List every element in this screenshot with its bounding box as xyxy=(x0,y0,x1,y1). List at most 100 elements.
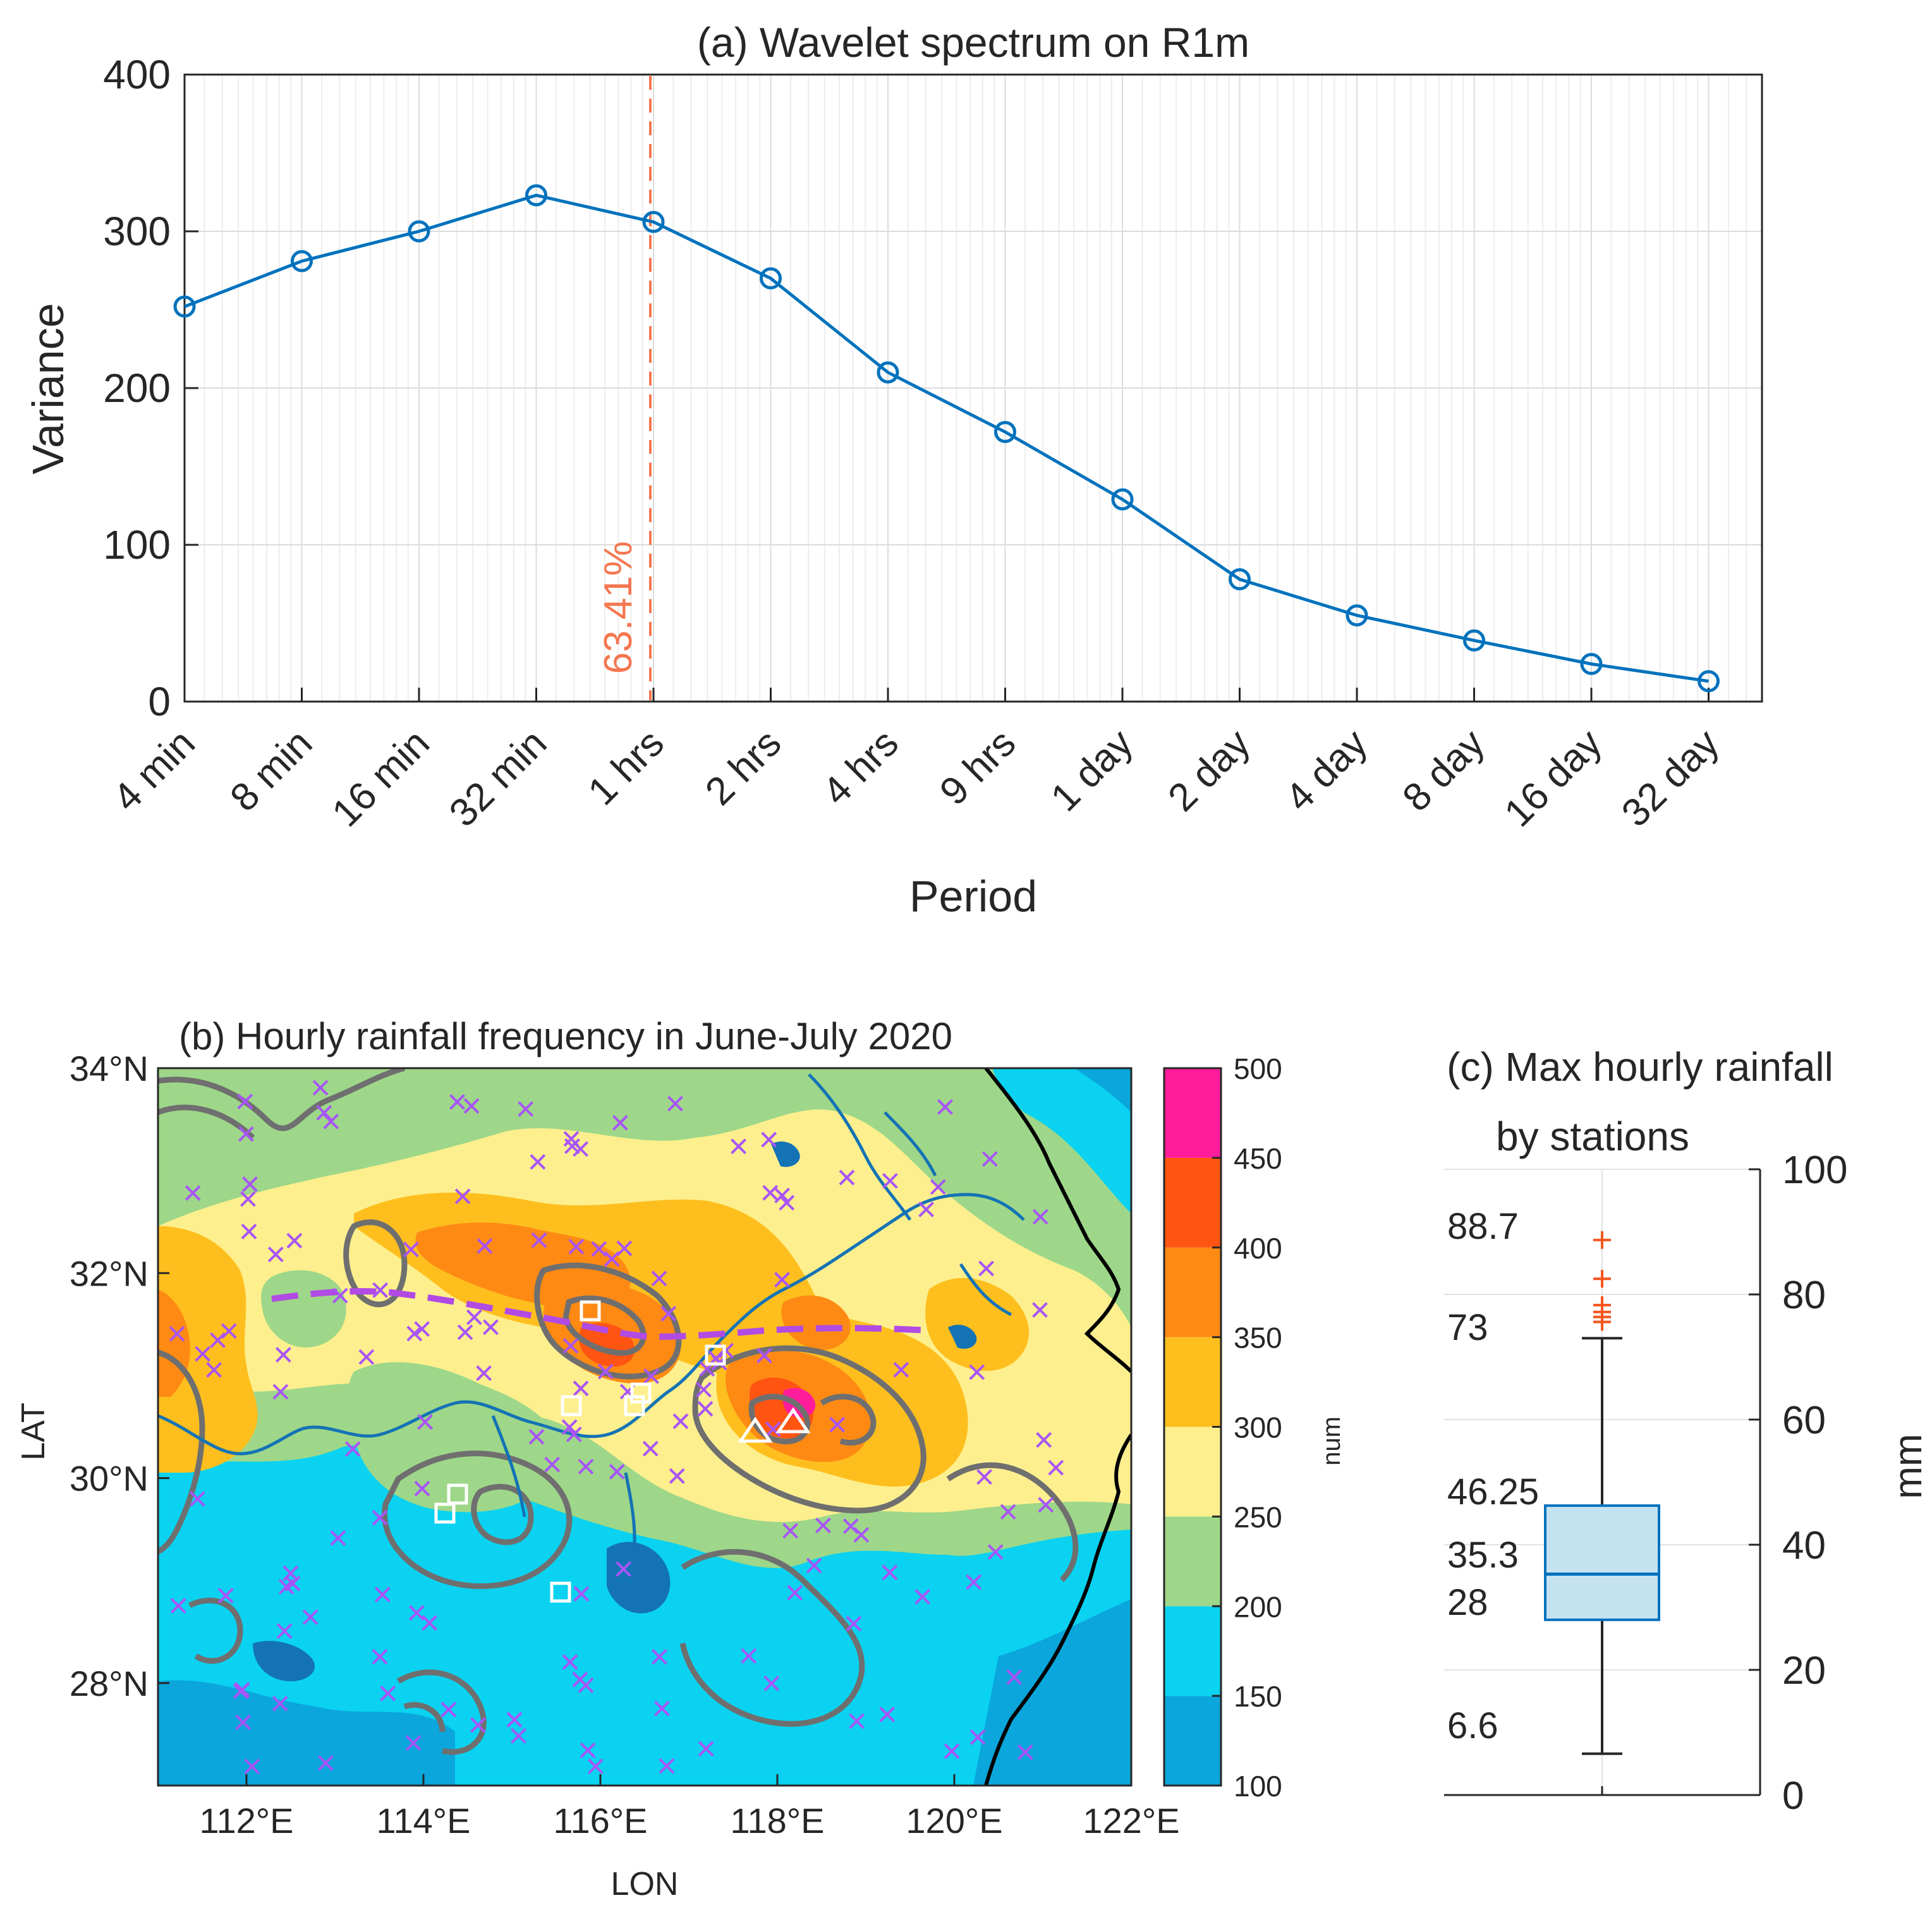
station-marker xyxy=(839,1169,855,1186)
station-marker xyxy=(969,1364,985,1380)
variance-data-point xyxy=(291,250,313,272)
front-line xyxy=(271,1288,930,1341)
station-marker xyxy=(302,1609,319,1625)
station-marker xyxy=(206,1361,222,1378)
station-marker xyxy=(1038,1497,1054,1513)
mm-tick-label: 80 xyxy=(1782,1274,1826,1317)
station-marker xyxy=(654,1700,670,1717)
lat-tick-label: 30°N xyxy=(70,1459,149,1499)
station-marker xyxy=(779,1195,795,1211)
station-marker xyxy=(937,1099,953,1115)
station-marker xyxy=(879,1707,896,1722)
station-marker xyxy=(774,1187,791,1203)
station-marker xyxy=(741,1648,757,1664)
colorbar-tick-label: 200 xyxy=(1234,1590,1282,1623)
station-marker xyxy=(806,1557,822,1574)
station-marker xyxy=(372,1648,388,1665)
variance-data-point xyxy=(1229,568,1251,591)
lon-tick-label: 112°E xyxy=(199,1801,293,1841)
lat-tick-label: 32°N xyxy=(70,1253,149,1293)
station-marker xyxy=(330,1530,346,1546)
colorbar: 100 150 200 250 300 350 400 450 500 xyxy=(1163,1052,1282,1803)
variance-data-point xyxy=(1111,488,1134,511)
station-marker xyxy=(449,1094,465,1110)
x-tick-label: 8 min xyxy=(222,721,320,820)
x-tick-label: 1 day xyxy=(1043,721,1141,820)
station-marker xyxy=(317,1755,334,1771)
station-marker xyxy=(531,1232,547,1248)
station-marker xyxy=(417,1414,433,1430)
variance-data-point xyxy=(642,210,665,233)
highlight-station-markers xyxy=(434,1300,811,1603)
x-tick-label: 4 hrs xyxy=(815,721,907,813)
station-marker xyxy=(276,1623,293,1640)
colorbar-segment xyxy=(1164,1337,1221,1427)
station-marker xyxy=(457,1324,473,1341)
colorbar-segment xyxy=(1164,1427,1221,1517)
station-marker xyxy=(616,1561,632,1577)
station-marker xyxy=(1006,1669,1023,1685)
mm-tick-label: 0 xyxy=(1782,1774,1804,1818)
station-marker xyxy=(853,1526,870,1543)
station-marker xyxy=(238,1126,254,1142)
station-marker xyxy=(612,1115,628,1131)
station-marker xyxy=(235,1714,252,1731)
station-marker xyxy=(408,1605,425,1621)
station-marker xyxy=(470,1717,486,1733)
colorbar-segment xyxy=(1164,1696,1221,1786)
lat-tick-label: 34°N xyxy=(70,1049,149,1088)
variance-data-point xyxy=(1580,652,1603,675)
y-tick-label: 400 xyxy=(103,52,171,97)
variance-data-point xyxy=(173,295,196,318)
x-tick-label: 16 day xyxy=(1496,721,1610,835)
station-marker xyxy=(267,1246,284,1263)
station-marker xyxy=(578,1458,594,1475)
lon-tick-label: 122°E xyxy=(1083,1801,1179,1841)
colorbar-tick-label: 100 xyxy=(1234,1770,1282,1803)
station-marker xyxy=(842,1518,859,1535)
station-marker xyxy=(849,1713,865,1729)
station-marker xyxy=(169,1325,185,1342)
station-marker xyxy=(987,1544,1004,1560)
station-marker xyxy=(846,1616,862,1632)
station-marker xyxy=(893,1361,909,1378)
y-tick-label: 200 xyxy=(103,365,171,411)
x-tick-label: 32 day xyxy=(1613,721,1727,835)
station-marker xyxy=(573,1380,589,1397)
station-marker xyxy=(1032,1208,1048,1225)
variance-data-point xyxy=(994,420,1016,443)
station-marker xyxy=(604,1251,620,1267)
x-tick-label: 32 min xyxy=(441,721,555,835)
station-marker xyxy=(440,1701,457,1718)
station-marker xyxy=(190,1491,205,1507)
station-marker xyxy=(344,1441,361,1457)
mm-tick-label: 100 xyxy=(1782,1148,1847,1192)
station-marker xyxy=(1036,1432,1052,1448)
station-marker xyxy=(914,1588,930,1605)
station-marker xyxy=(530,1153,546,1170)
x-tick-label: 2 hrs xyxy=(697,721,789,813)
station-marker xyxy=(221,1323,237,1339)
station-marker xyxy=(976,1469,992,1485)
station-marker xyxy=(763,1676,780,1691)
box-value-label: 35.3 xyxy=(1447,1535,1519,1576)
station-marker xyxy=(561,1419,578,1435)
station-marker xyxy=(241,1176,258,1192)
y-tick-label: 0 xyxy=(148,679,171,724)
x-tick-label: 9 hrs xyxy=(932,721,1024,813)
box-value-label: 46.25 xyxy=(1447,1471,1539,1512)
station-marker xyxy=(477,1238,493,1254)
station-marker xyxy=(761,1131,777,1148)
station-marker xyxy=(667,1095,683,1112)
station-marker xyxy=(562,1337,579,1354)
station-marker xyxy=(210,1332,226,1348)
station-marker xyxy=(782,1523,798,1539)
station-marker xyxy=(966,1574,982,1590)
station-marker xyxy=(372,1282,389,1298)
variance-data-point xyxy=(1346,604,1368,627)
station-marker xyxy=(616,1240,633,1257)
station-marker xyxy=(544,1456,561,1473)
panel-c-title-line1: (c) Max hourly rainfall xyxy=(1447,1044,1833,1090)
station-marker xyxy=(642,1440,659,1457)
box-value-label: 73 xyxy=(1447,1307,1488,1348)
